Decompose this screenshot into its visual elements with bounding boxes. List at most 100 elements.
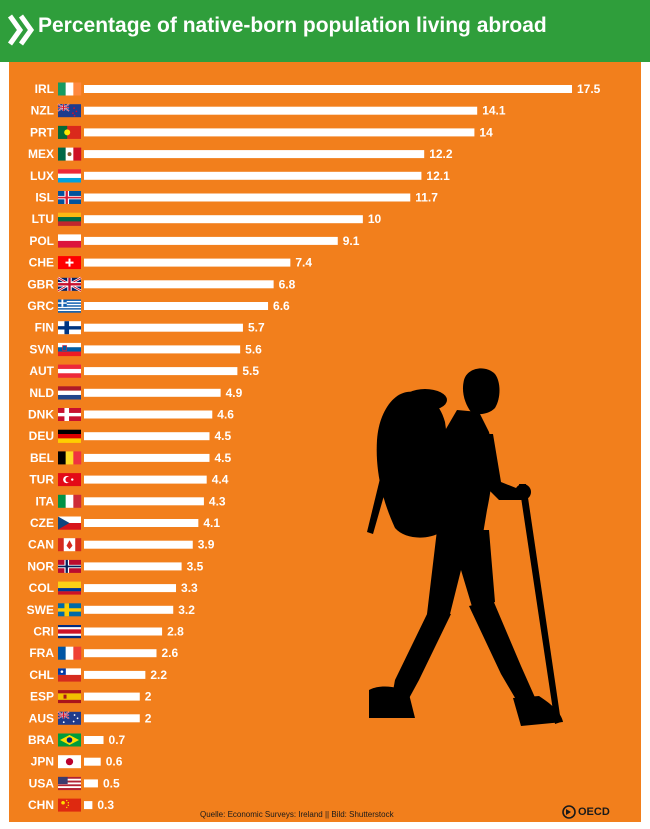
header-bar: Percentage of native-born population liv… (0, 0, 650, 62)
bar-row-can: CAN 3.9 (28, 538, 215, 552)
country-label: CHE (29, 256, 54, 270)
flag-lux-icon (58, 169, 81, 183)
country-label: BRA (28, 733, 54, 747)
bar-row-lux: LUX 12.1 (30, 169, 450, 183)
bar (84, 258, 291, 267)
bar (84, 540, 193, 549)
bar (84, 280, 274, 289)
bar (84, 714, 140, 723)
bar-row-fra: FRA 2.6 (29, 646, 178, 660)
value-label: 4.1 (203, 516, 220, 530)
bar-row-esp: ESP 2 (30, 690, 152, 704)
bar (84, 605, 174, 614)
country-label: POL (29, 234, 54, 248)
bar (84, 649, 157, 658)
country-label: CAN (28, 538, 54, 552)
flag-gbr-icon (57, 276, 82, 292)
bar-row-deu: DEU 4.5 (29, 429, 232, 443)
flag-col-icon (58, 581, 81, 595)
country-label: NZL (31, 104, 54, 118)
bar-row-nzl: NZL 14.1 (31, 103, 506, 118)
value-label: 0.3 (97, 798, 114, 812)
flag-swe-icon (58, 603, 81, 617)
value-label: 10 (368, 212, 382, 226)
country-label: SWE (27, 603, 54, 617)
bar-row-isl: ISL 11.7 (35, 191, 438, 205)
bar (84, 345, 241, 354)
bar-row-col: COL 3.3 (29, 581, 198, 595)
flag-mex-icon (58, 147, 82, 161)
value-label: 6.8 (279, 277, 296, 291)
bar-row-prt: PRT 14 (30, 125, 493, 139)
country-label: USA (29, 776, 55, 790)
value-label: 2.8 (167, 625, 184, 639)
bar-row-nld: NLD 4.9 (29, 386, 242, 400)
country-label: GRC (27, 299, 54, 313)
country-label: NLD (29, 386, 54, 400)
value-label: 4.4 (212, 473, 229, 487)
flag-chl-icon (58, 668, 81, 682)
flag-usa-icon (58, 776, 81, 791)
country-label: ESP (30, 690, 54, 704)
country-label: LUX (30, 169, 54, 183)
flag-prt-icon (58, 125, 81, 139)
flag-cri-icon (58, 625, 81, 639)
country-label: SVN (29, 342, 54, 356)
bar (84, 584, 177, 593)
value-label: 17.5 (577, 82, 601, 96)
bar (84, 519, 199, 527)
bar (84, 562, 182, 571)
flag-aut-icon (58, 364, 81, 378)
bar (84, 627, 163, 636)
country-label: ISL (35, 191, 54, 205)
value-label: 4.5 (214, 429, 231, 443)
flag-nzl-icon (57, 103, 81, 118)
value-label: 0.5 (103, 776, 120, 790)
country-label: AUS (29, 711, 54, 725)
bar-row-gbr: GBR 6.8 (27, 276, 296, 292)
bar (84, 670, 146, 679)
bar (84, 410, 213, 419)
bar-row-usa: USA 0.5 (29, 776, 120, 790)
value-label: 2 (145, 711, 152, 725)
bar (84, 302, 269, 310)
oecd-logo-text: OECD (578, 806, 610, 818)
country-label: COL (29, 581, 54, 595)
country-label: JPN (31, 755, 54, 769)
bar-row-aus: AUS 2 (29, 711, 152, 725)
country-label: TUR (29, 473, 54, 487)
value-label: 5.5 (242, 364, 259, 378)
bar-row-ita: ITA 4.3 (36, 494, 226, 508)
bar (84, 85, 572, 93)
bar (84, 236, 338, 245)
bar-row-fin: FIN 5.7 (35, 321, 265, 335)
bar (84, 323, 243, 332)
oecd-logo: OECD (562, 804, 610, 820)
country-label: CRI (33, 625, 54, 639)
double-chevron-icon (7, 14, 35, 46)
country-label: PRT (30, 125, 55, 139)
flag-isl-icon (58, 191, 81, 204)
country-label: NOR (27, 559, 54, 573)
bar (84, 801, 93, 810)
value-label: 3.9 (198, 538, 215, 552)
bar-row-pol: POL 9.1 (29, 234, 359, 248)
bar-row-cze: CZE 4.1 (30, 516, 220, 530)
flag-esp-icon (58, 690, 81, 704)
value-label: 4.3 (209, 494, 226, 508)
country-label: CHN (28, 798, 54, 812)
value-label: 2 (145, 690, 152, 704)
country-label: BEL (30, 451, 54, 465)
flag-ltu-icon (58, 212, 81, 226)
bar-row-ltu: LTU 10 (32, 212, 382, 226)
bar (84, 779, 98, 788)
bars-layer: IRL 17.5 NZL 14.1 PRT 14 MEX 12.2 LUX 12.1 ISL 11.7… (27, 82, 601, 812)
country-label: ITA (36, 494, 55, 508)
source-note: Quelle: Economic Surveys: Ireland || Bil… (200, 810, 394, 819)
country-label: DEU (29, 429, 54, 443)
value-label: 14 (479, 125, 493, 139)
bar-row-cri: CRI 2.8 (33, 625, 184, 639)
flag-nld-icon (58, 386, 81, 400)
bar-row-grc: GRC 6.6 (27, 299, 290, 313)
bar-row-aut: AUT 5.5 (29, 364, 259, 378)
